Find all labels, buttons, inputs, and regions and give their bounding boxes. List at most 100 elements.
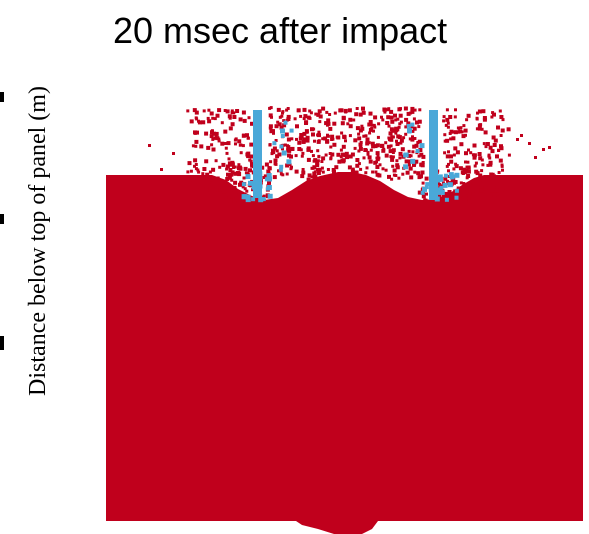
- debris-particle: [318, 114, 323, 119]
- debris-particle: [449, 137, 453, 141]
- debris-particle: [368, 111, 373, 116]
- debris-particle: [451, 180, 456, 185]
- debris-particle: [417, 119, 422, 124]
- debris-particle: [395, 163, 400, 168]
- debris-particle: [481, 109, 486, 114]
- debris-particle: [220, 141, 225, 146]
- debris-particle: [272, 146, 277, 151]
- projectile-fragment: [279, 164, 284, 169]
- projectile-fragment: [410, 122, 415, 127]
- projectile-fragment: [253, 174, 258, 179]
- debris-particle: [506, 127, 511, 132]
- debris-particle: [306, 146, 311, 151]
- debris-particle: [248, 158, 252, 162]
- debris-particle: [232, 115, 237, 119]
- debris-particle: [441, 194, 445, 198]
- debris-particle: [391, 151, 395, 154]
- debris-particle: [398, 113, 403, 118]
- debris-particle: [463, 198, 468, 203]
- debris-particle: [267, 166, 272, 171]
- debris-particle: [412, 126, 417, 131]
- debris-particle: [387, 174, 391, 179]
- debris-particle: [214, 131, 219, 136]
- debris-particle: [324, 153, 328, 157]
- debris-particle: [389, 109, 394, 114]
- debris-particle: [303, 114, 308, 119]
- debris-particle: [344, 151, 349, 156]
- projectile-fragment: [435, 189, 441, 195]
- debris-particle: [359, 141, 363, 144]
- debris-particle: [365, 141, 370, 146]
- debris-particle: [358, 142, 363, 147]
- projectile-fragment: [422, 186, 427, 192]
- debris-particle: [456, 192, 459, 196]
- debris-particle: [294, 169, 299, 174]
- debris-particle: [269, 106, 273, 110]
- debris-particle: [490, 172, 495, 177]
- debris-particle: [411, 150, 415, 154]
- debris-particle: [194, 163, 198, 166]
- debris-particle: [374, 170, 378, 174]
- debris-particle: [295, 137, 298, 141]
- debris-particle: [451, 136, 456, 141]
- debris-particle: [339, 148, 343, 152]
- debris-particle: [453, 146, 458, 151]
- debris-particle: [461, 134, 466, 139]
- debris-particle: [250, 162, 254, 167]
- debris-particle: [313, 139, 316, 143]
- debris-particle: [347, 165, 352, 170]
- debris-particle: [453, 130, 458, 135]
- debris-particle: [211, 137, 215, 141]
- debris-particle: [332, 142, 337, 147]
- debris-particle: [230, 170, 235, 175]
- projectile-fragment: [253, 177, 258, 182]
- debris-particle: [399, 107, 402, 111]
- debris-particle: [417, 190, 422, 195]
- debris-particle: [286, 137, 291, 142]
- debris-particle: [320, 160, 324, 163]
- debris-particle: [233, 180, 238, 185]
- debris-particle: [473, 164, 477, 168]
- debris-particle: [353, 146, 357, 150]
- debris-particle: [321, 156, 326, 161]
- projectile-fragment: [434, 174, 439, 180]
- debris-particle: [314, 112, 318, 116]
- debris-particle: [186, 170, 190, 174]
- debris-particle: [269, 128, 273, 132]
- debris-particle: [300, 154, 304, 158]
- projectile-fragment: [443, 173, 448, 178]
- debris-particle: [249, 142, 254, 147]
- debris-particle: [368, 120, 373, 124]
- debris-particle: [341, 116, 346, 121]
- debris-particle: [504, 186, 509, 191]
- debris-particle: [224, 198, 227, 202]
- projectile-fragment: [257, 175, 263, 181]
- debris-particle: [215, 113, 220, 118]
- debris-particle: [397, 176, 401, 180]
- debris-particle: [237, 167, 240, 171]
- debris-particle: [401, 172, 405, 176]
- debris-particle: [448, 115, 453, 119]
- debris-particle: [194, 167, 198, 171]
- debris-particle: [406, 121, 411, 126]
- debris-particle: [490, 149, 495, 154]
- debris-particle: [389, 144, 393, 148]
- debris-particle: [466, 165, 471, 170]
- debris-particle: [406, 111, 411, 116]
- debris-particle: [316, 149, 320, 153]
- debris-particle: [311, 154, 315, 158]
- debris-particle: [484, 145, 488, 149]
- projectile-fragment: [280, 128, 285, 134]
- projectile-fragment: [438, 176, 444, 182]
- clipped-label-fragments: [0, 0, 8, 534]
- debris-particle: [328, 152, 332, 155]
- debris-particle: [193, 158, 198, 163]
- debris-particle: [500, 128, 505, 133]
- debris-particle: [224, 196, 228, 200]
- debris-particle: [227, 161, 232, 166]
- projectile-fragment: [435, 187, 440, 192]
- debris-particle: [187, 161, 192, 166]
- debris-particle: [386, 144, 391, 149]
- debris-particle: [241, 144, 245, 148]
- debris-particle: [542, 148, 545, 151]
